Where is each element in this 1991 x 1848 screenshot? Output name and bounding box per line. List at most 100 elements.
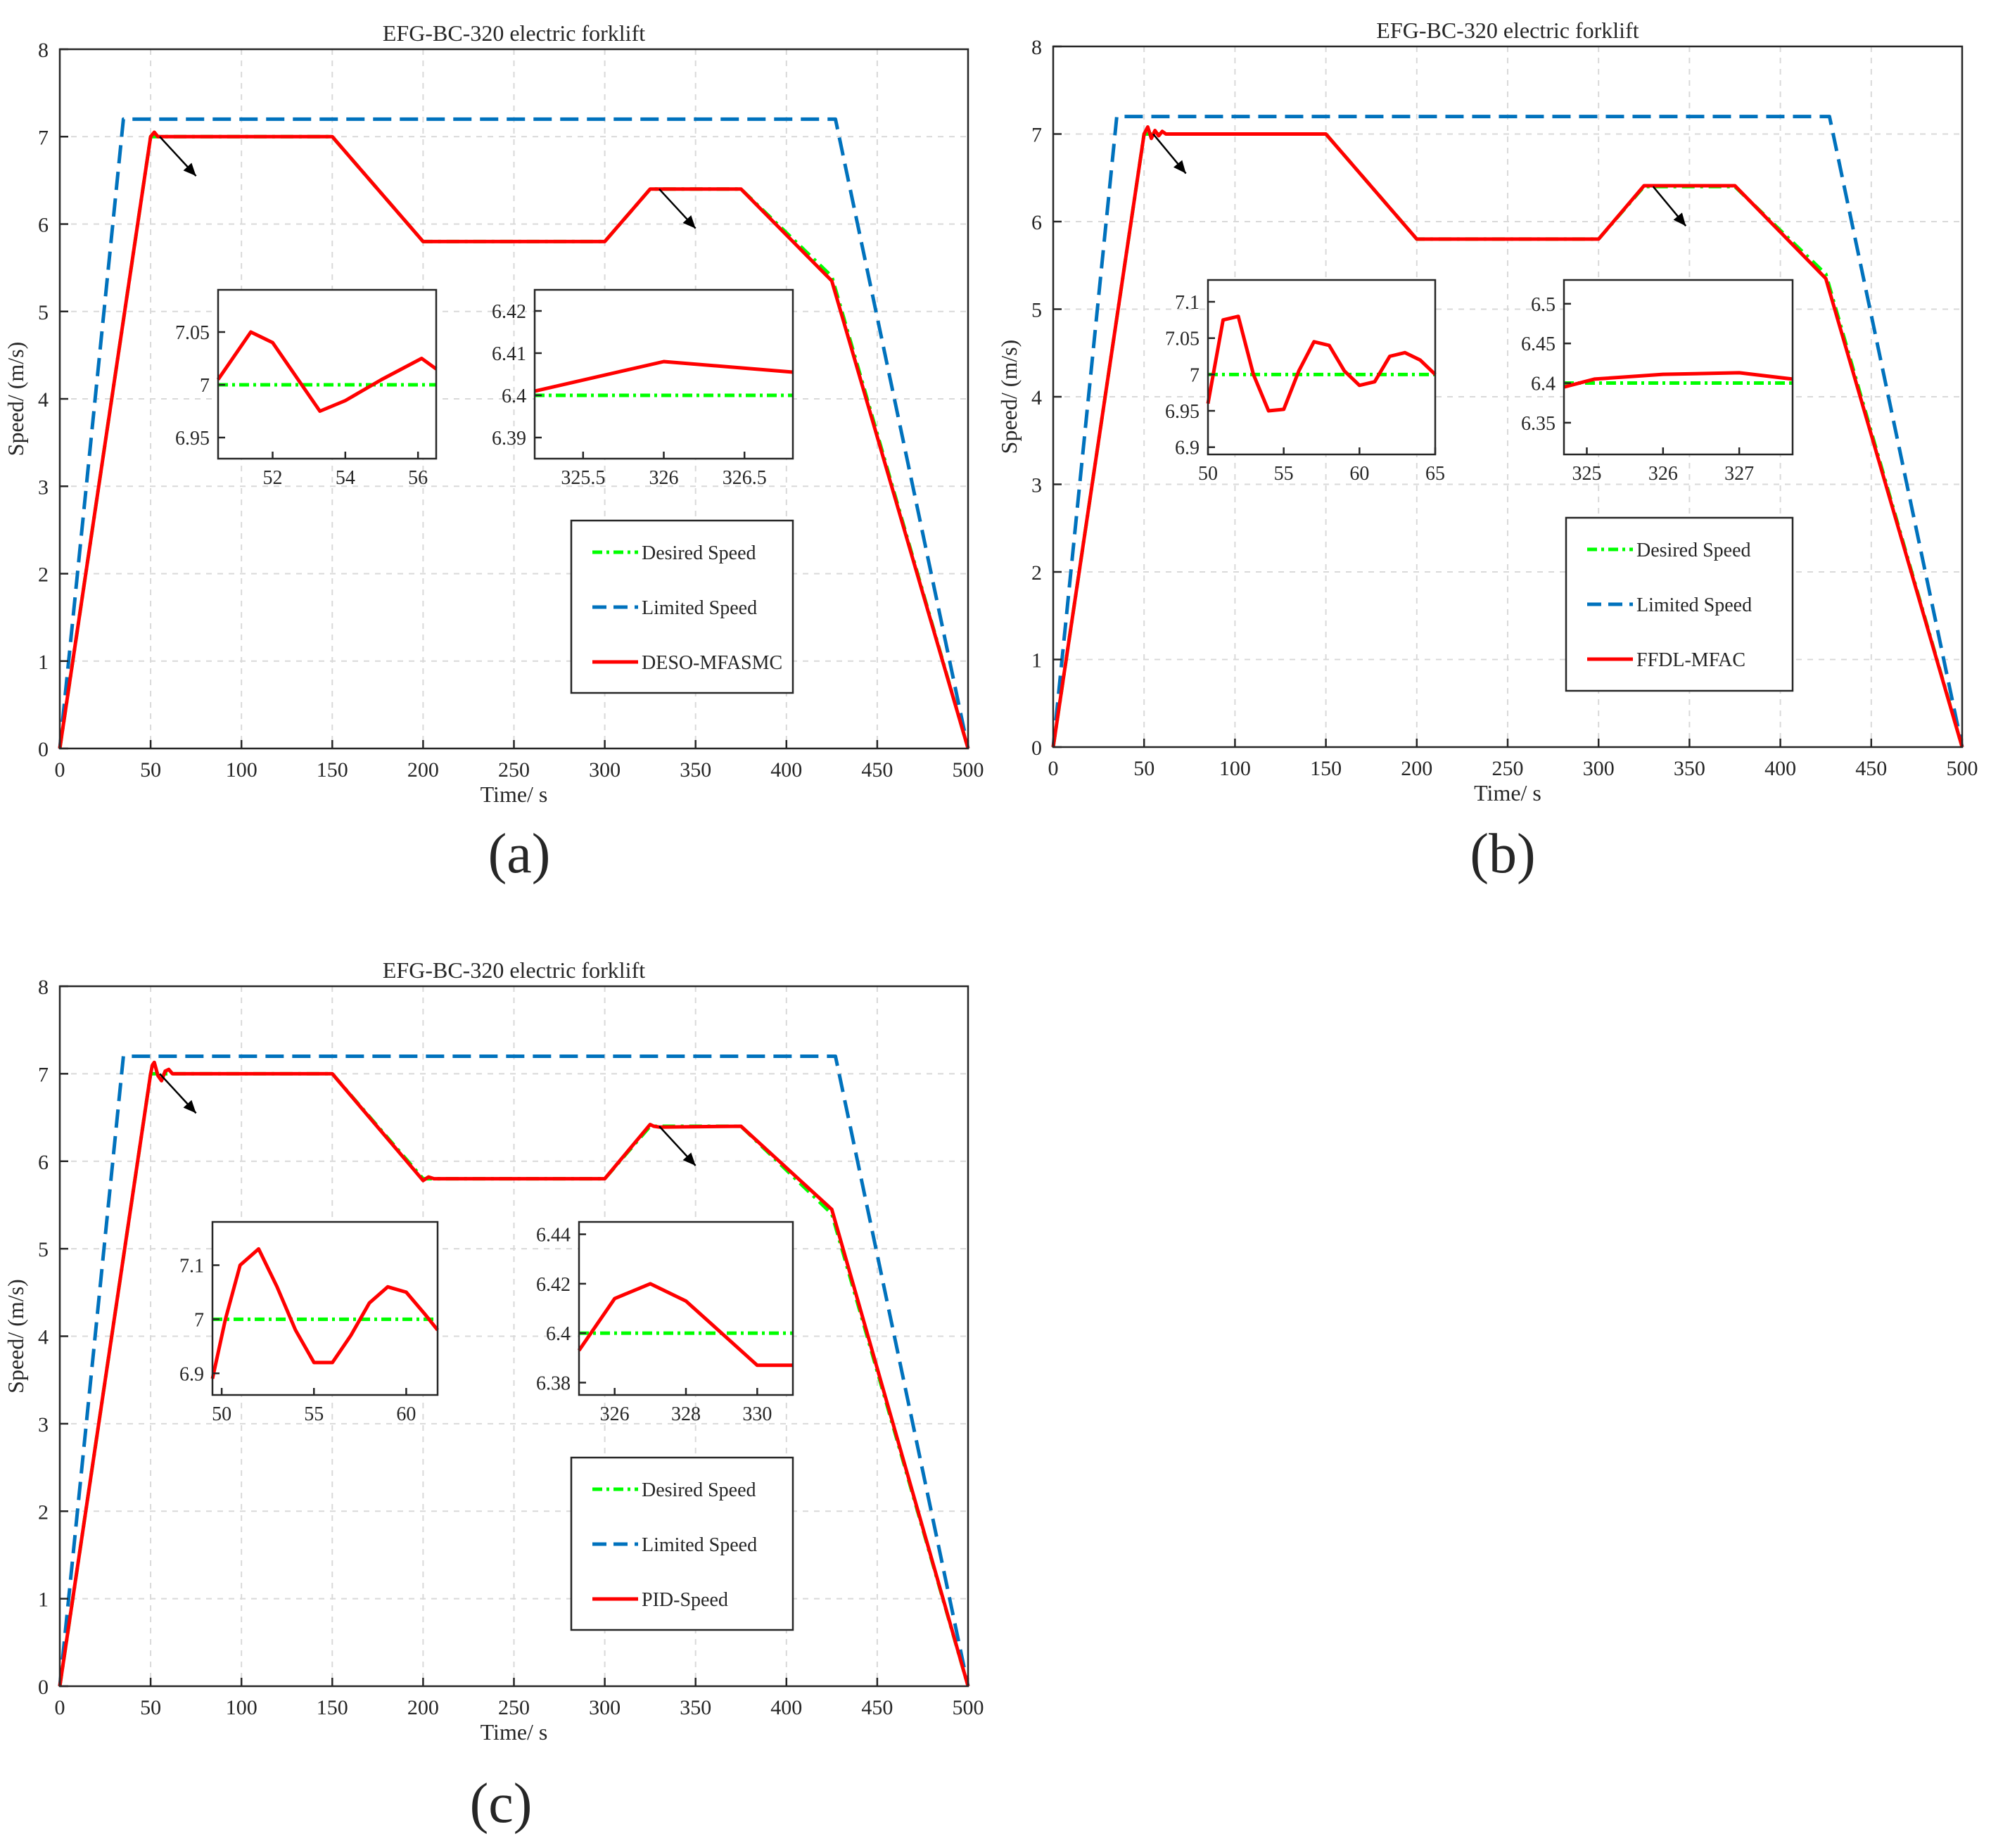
- panel-b: 0 50 100 150 200 250 300 350 400 450 500 0 1 2 3 4 5 6 7 8 E…: [996, 18, 1978, 885]
- inset-x-tick-label: 55: [1274, 463, 1294, 485]
- inset-frame: [211, 1221, 439, 1396]
- legend-box: [1565, 516, 1794, 692]
- x-tick-label: 150: [317, 1696, 348, 1719]
- inset-x-tick-label: 60: [396, 1403, 416, 1425]
- chart-b-inset-left: 50 55 60 65 6.9 6.95 7 7.05 7.1: [1165, 279, 1445, 485]
- series-line-controller-speed: [1051, 125, 1964, 748]
- zoom-arrow-head: [183, 1100, 196, 1114]
- legend-label-limited-speed: Limited Speed: [642, 597, 757, 619]
- legend-label-desired-speed: Desired Speed: [642, 1479, 756, 1501]
- y-tick-label: 5: [1031, 299, 1042, 322]
- y-tick-label: 1: [1031, 649, 1042, 673]
- panel-c: 0 50 100 150 200 250 300 350 400 450 500 0 1 2 3 4 5 6 7 8 E…: [3, 957, 984, 1835]
- inset-y-tick-label: 6.45: [1521, 333, 1556, 355]
- inset-area: [212, 1222, 438, 1395]
- legend-label-controller-speed: FFDL-MFAC: [1636, 649, 1745, 671]
- inset-x-tick-label: 327: [1724, 463, 1754, 485]
- inset-y-tick-label: 6.4: [1531, 374, 1556, 395]
- panel-label-b: (b): [1470, 823, 1535, 885]
- inset-area: [218, 290, 436, 459]
- y-tick-label: 6: [38, 1151, 49, 1174]
- y-tick-label: 4: [1031, 386, 1042, 409]
- inset-y-tick-label: 7.05: [1165, 329, 1200, 350]
- x-tick-label: 100: [1219, 757, 1251, 780]
- x-tick-label: 500: [953, 758, 984, 782]
- inset-y-tick-label: 6.5: [1531, 294, 1556, 316]
- x-tick-label: 0: [1048, 757, 1059, 780]
- inset-controller-line: [210, 1247, 439, 1379]
- y-tick-label: 6: [1031, 211, 1042, 234]
- legend-label-desired-speed: Desired Speed: [1636, 540, 1751, 561]
- y-tick-label: 8: [38, 39, 49, 62]
- y-axis-label: Speed/ (m/s): [3, 1279, 28, 1394]
- y-tick-label: 2: [1031, 561, 1042, 585]
- inset-controller-line: [1563, 371, 1793, 389]
- zoom-arrow-head: [183, 163, 196, 177]
- x-tick-label: 0: [55, 1696, 65, 1719]
- panel-a: 0 50 100 150 200 250 300 350 400 450 500012345678E…: [3, 20, 984, 885]
- legend-label-controller-speed: DESO-MFASMC: [642, 652, 782, 674]
- x-tick-label: 350: [680, 758, 711, 782]
- inset-y-tick-label: 7.1: [1175, 292, 1200, 314]
- x-tick-label: 250: [498, 758, 530, 782]
- y-tick-label: 5: [38, 1238, 49, 1261]
- inset-frame: [217, 288, 438, 460]
- y-tick-label: 0: [1031, 737, 1042, 760]
- legend-label-limited-speed: Limited Speed: [1636, 594, 1752, 616]
- y-tick-label: 7: [1031, 124, 1042, 147]
- x-tick-label: 500: [1947, 757, 1978, 780]
- x-tick-label: 150: [1310, 757, 1342, 780]
- inset-area: [1564, 280, 1793, 454]
- inset-controller-line: [1206, 314, 1437, 413]
- y-tick-label: 1: [38, 1588, 49, 1612]
- inset-y-tick-label: 6.44: [536, 1225, 571, 1247]
- chart-a-inset-right: 325.5 326 326.5 6.39 6.4 6.41 6.42: [492, 288, 794, 489]
- legend-box: [570, 519, 794, 694]
- chart-title: EFG-BC-320 electric forklift: [383, 20, 645, 46]
- y-axis-label: Speed/ (m/s): [3, 342, 28, 457]
- inset-x-tick-label: 50: [1198, 463, 1218, 485]
- series-line-controller-speed: [58, 1060, 970, 1687]
- chart-title: EFG-BC-320 electric forklift: [383, 957, 645, 983]
- chart-title: EFG-BC-320 electric forklift: [1376, 18, 1639, 43]
- x-tick-label: 50: [1133, 757, 1154, 780]
- inset-x-tick-label: 326: [1648, 463, 1678, 485]
- inset-x-tick-label: 326: [600, 1403, 630, 1425]
- y-tick-label: 4: [38, 388, 49, 412]
- x-tick-label: 300: [589, 1696, 621, 1719]
- zoom-arrow-head: [1173, 160, 1186, 174]
- y-tick-label: 3: [38, 1413, 49, 1436]
- y-tick-label: 2: [38, 563, 49, 587]
- y-tick-label: 0: [38, 738, 49, 761]
- inset-x-tick-label: 55: [304, 1403, 324, 1425]
- inset-y-tick-label: 7: [194, 1309, 204, 1331]
- inset-y-tick-label: 6.4: [502, 385, 526, 407]
- x-tick-label: 400: [770, 1696, 802, 1719]
- series-line-controller-speed: [58, 130, 970, 749]
- x-axis-label: Time/ s: [481, 1719, 548, 1745]
- inset-y-tick-label: 6.42: [492, 301, 526, 323]
- inset-x-tick-label: 330: [742, 1403, 772, 1425]
- legend-box: [570, 1456, 794, 1631]
- inset-y-tick-label: 6.38: [536, 1372, 571, 1394]
- x-tick-label: 350: [680, 1696, 711, 1719]
- inset-area: [579, 1222, 793, 1395]
- x-tick-label: 450: [1855, 757, 1887, 780]
- inset-controller-line: [534, 359, 794, 393]
- x-tick-label: 400: [1764, 757, 1796, 780]
- x-tick-label: 50: [140, 1696, 161, 1719]
- inset-frame: [1563, 279, 1794, 456]
- legend-label-desired-speed: Desired Speed: [642, 542, 756, 564]
- inset-y-tick-label: 6.9: [179, 1363, 204, 1385]
- x-tick-label: 500: [953, 1696, 984, 1719]
- x-tick-label: 400: [770, 758, 802, 782]
- y-axis-label: Speed/ (m/s): [996, 340, 1022, 454]
- y-tick-label: 5: [38, 301, 49, 324]
- inset-x-tick-label: 60: [1349, 463, 1369, 485]
- y-tick-label: 4: [38, 1326, 49, 1349]
- inset-x-tick-label: 326.5: [723, 467, 767, 489]
- x-tick-label: 200: [1401, 757, 1432, 780]
- x-tick-label: 100: [226, 758, 257, 782]
- series-line-limited-speed: [58, 1054, 970, 1687]
- chart-c: 0 50 100 150 200 250 300 350 400 450 500 0 1 2 3 4 5 6 7 8 E…: [3, 957, 984, 1745]
